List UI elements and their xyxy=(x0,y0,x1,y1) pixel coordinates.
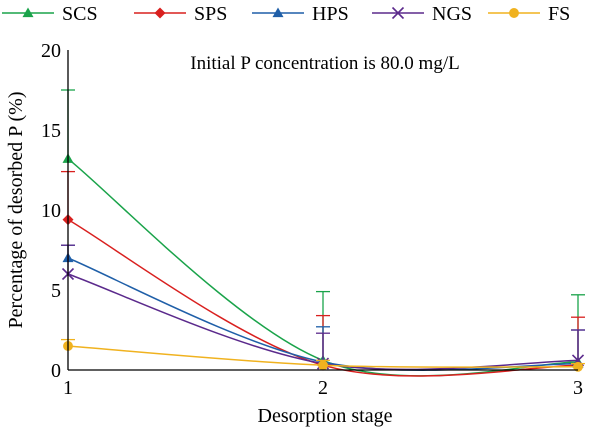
tick-labels: 0 5 10 15 20 1 2 3 xyxy=(41,40,583,399)
legend-marker-scs xyxy=(22,7,34,18)
chart-annotation: Initial P concentration is 80.0 mg/L xyxy=(190,53,459,74)
y-tick-label-0: 0 xyxy=(51,360,61,382)
legend-label-fs: FS xyxy=(548,3,570,25)
legend-item-scs: SCS xyxy=(2,3,98,25)
legend: SCS SPS HPS NGS FS xyxy=(2,3,570,25)
y-tick-label-20: 20 xyxy=(41,40,61,62)
legend-label-ngs: NGS xyxy=(432,3,472,25)
x-tick-label-3: 3 xyxy=(573,377,583,399)
y-axis-label: Percentage of desorbed P (%) xyxy=(5,92,27,329)
legend-marker-sps xyxy=(154,7,166,19)
marker-fs-2 xyxy=(318,360,328,371)
legend-marker-fs xyxy=(509,8,519,18)
y-tick-label-5: 5 xyxy=(51,280,61,302)
legend-item-hps: HPS xyxy=(252,3,349,25)
legend-item-ngs: NGS xyxy=(372,3,472,25)
y-tick-label-10: 10 xyxy=(41,200,61,222)
legend-marker-hps xyxy=(272,7,284,18)
plot-series xyxy=(61,89,585,377)
x-tick-label-2: 2 xyxy=(318,377,328,399)
x-tick-label-1: 1 xyxy=(63,377,73,399)
y-tick-label-15: 15 xyxy=(41,120,61,142)
legend-label-sps: SPS xyxy=(194,3,227,25)
legend-label-hps: HPS xyxy=(312,3,349,25)
x-axis-label: Desorption stage xyxy=(258,405,393,427)
legend-item-sps: SPS xyxy=(134,3,227,25)
marker-fs-3 xyxy=(573,361,583,372)
legend-label-scs: SCS xyxy=(62,3,98,25)
legend-item-fs: FS xyxy=(488,3,570,25)
legend-marker-ngs xyxy=(391,6,405,20)
axes xyxy=(67,50,578,371)
legend-marker-ngs-stroke-b xyxy=(391,6,405,20)
